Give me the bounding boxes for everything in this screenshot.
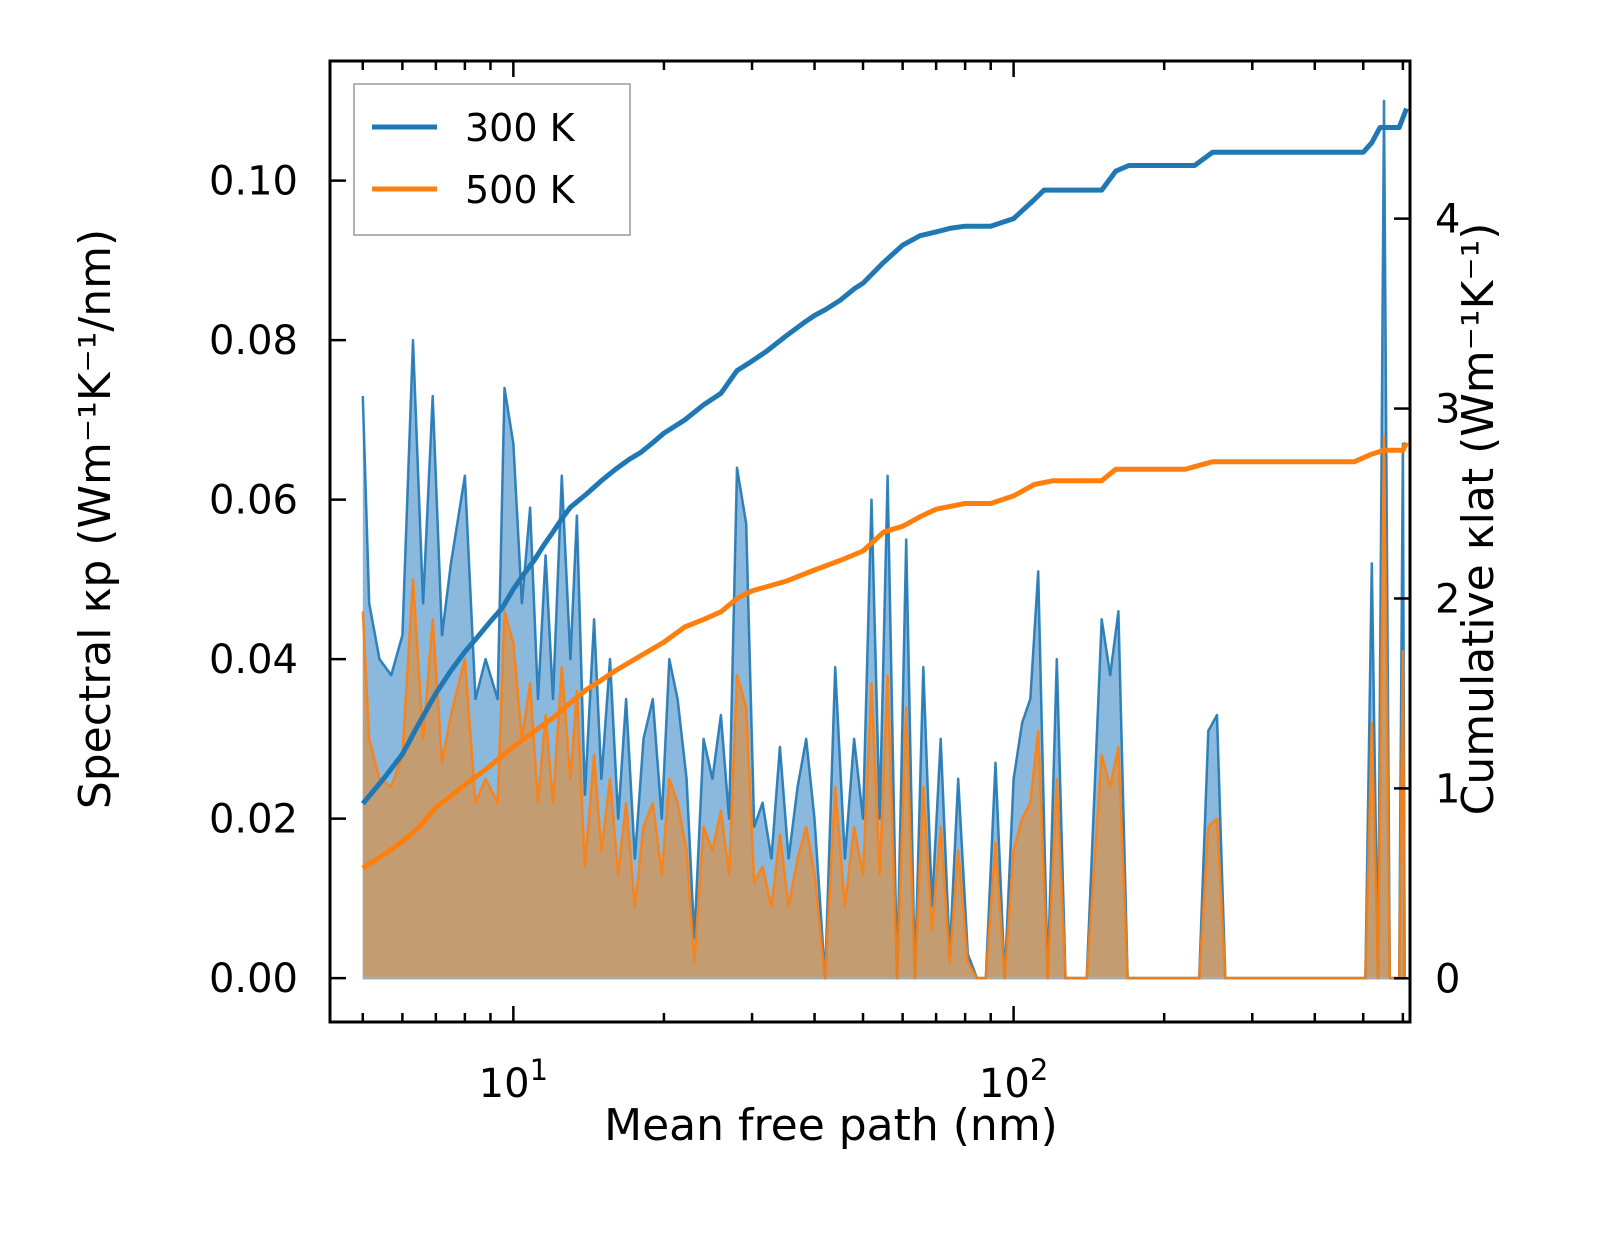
spectral-fill-500k: [362, 435, 1405, 979]
x-tick-label: 102: [979, 1053, 1048, 1107]
x-axis-title: Mean free path (nm): [604, 1100, 1058, 1151]
axis-ticks: [330, 61, 1410, 1022]
cumulative-lines: [360, 107, 1409, 871]
y-right-tick-label: 1: [1435, 766, 1460, 812]
tick-labels: 101 102 0.00 0.02 0.04 0.06 0.08 0.10 0 1 2 3 4: [209, 159, 1461, 1107]
y-right-tick-label: 2: [1435, 576, 1460, 622]
cumulative-line-300k: [360, 107, 1409, 806]
y-left-tick-label: 0.10: [209, 159, 298, 205]
y-left-tick-label: 0.04: [209, 637, 298, 683]
legend: 300 K 500 K: [353, 83, 631, 236]
y-left-tick-label: 0.08: [209, 318, 298, 364]
legend-label-500k: 500 K: [465, 168, 576, 212]
y-left-tick-label: 0.02: [209, 797, 298, 843]
y-right-tick-label: 0: [1435, 956, 1460, 1002]
y-right-tick-label: 3: [1435, 387, 1460, 433]
legend-box: [353, 83, 631, 236]
y-axis-title-right: Cumulative κlat (Wm⁻¹K⁻¹): [1453, 223, 1504, 816]
cumulative-line-500k: [361, 441, 1409, 871]
y-left-tick-label: 0.00: [209, 956, 298, 1002]
y-axis-title-left: Spectral κp (Wm⁻¹K⁻¹/nm): [70, 229, 121, 809]
y-right-tick-label: 4: [1435, 197, 1460, 243]
plot-frame: [328, 59, 1412, 1024]
legend-label-300k: 300 K: [465, 106, 576, 150]
x-tick-label: 101: [479, 1053, 548, 1107]
y-left-tick-label: 0.06: [209, 478, 298, 524]
